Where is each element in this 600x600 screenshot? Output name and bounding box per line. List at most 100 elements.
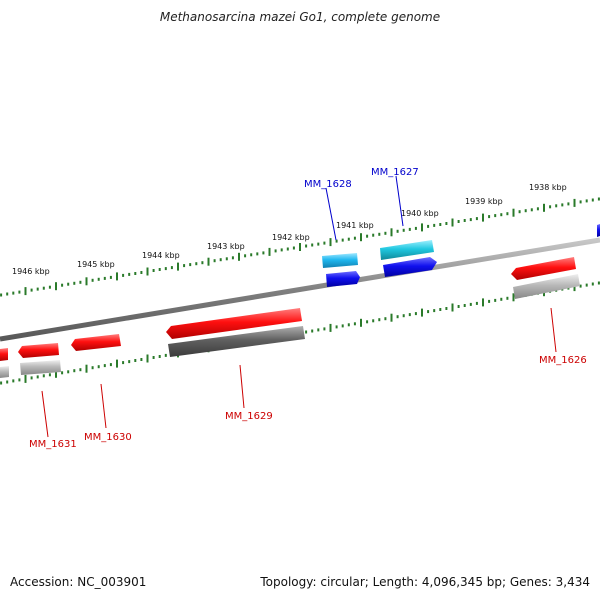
minor-tick — [555, 204, 558, 208]
feature-mm1628[interactable] — [322, 253, 360, 287]
feature-mm1629-gene[interactable] — [166, 308, 302, 339]
major-tick — [451, 303, 454, 312]
minor-tick — [341, 238, 344, 242]
gene-label-mm1627[interactable]: MM_1627 — [371, 167, 419, 178]
feature-edge-left-red[interactable] — [0, 348, 8, 361]
minor-tick — [347, 323, 350, 327]
gene-label-mm1628[interactable]: MM_1628 — [304, 179, 352, 190]
minor-tick — [280, 248, 283, 252]
minor-tick — [109, 363, 112, 367]
minor-tick — [122, 273, 125, 277]
minor-tick — [36, 287, 39, 291]
feature-mm1628-cds[interactable] — [322, 253, 358, 268]
feature-edge-left-gray[interactable] — [0, 366, 9, 378]
major-tick — [24, 374, 27, 383]
minor-tick — [396, 229, 399, 233]
minor-tick — [518, 210, 521, 214]
minor-tick — [469, 302, 472, 306]
feature-mm1631-cds[interactable] — [20, 360, 61, 375]
leader-line-mm1627 — [395, 175, 404, 227]
feature-mm1631-gene[interactable] — [18, 343, 59, 358]
major-tick — [329, 323, 332, 332]
minor-tick — [445, 307, 448, 310]
feature-mm1630[interactable] — [71, 334, 121, 351]
major-tick — [360, 318, 362, 327]
minor-tick — [219, 258, 222, 262]
major-tick — [116, 359, 118, 368]
scale-label: 1945 kbp — [77, 260, 115, 269]
minor-tick — [530, 208, 533, 212]
feature-mm1626-gene[interactable] — [511, 257, 576, 280]
minor-tick — [262, 251, 265, 255]
major-tick — [177, 262, 179, 271]
genome-title: Methanosarcina mazei Go1, complete genom… — [159, 10, 441, 24]
minor-tick — [6, 292, 9, 296]
minor-tick — [439, 308, 442, 311]
minor-tick — [183, 264, 186, 268]
minor-tick — [256, 252, 259, 256]
leader-line-mm1629 — [239, 364, 245, 409]
minor-tick — [134, 359, 137, 362]
leader-line-mm1628 — [325, 187, 337, 241]
gene-label-mm1631[interactable]: MM_1631 — [29, 439, 77, 450]
minor-tick — [457, 305, 460, 308]
minor-tick — [427, 224, 430, 228]
feature-edge-right[interactable] — [597, 224, 600, 237]
major-tick — [482, 298, 484, 307]
feature-mm1627-cds[interactable] — [380, 240, 434, 260]
gene-label-mm1629[interactable]: MM_1629 — [225, 411, 273, 422]
minor-tick — [414, 312, 417, 316]
minor-tick — [500, 213, 503, 217]
feature-mm1629-cds[interactable] — [168, 326, 305, 357]
minor-tick — [292, 246, 295, 250]
minor-tick — [567, 202, 570, 206]
gene-label-mm1626[interactable]: MM_1626 — [539, 355, 587, 366]
minor-tick — [463, 219, 466, 222]
minor-tick — [506, 212, 509, 216]
feature-mm1630-gene[interactable] — [71, 334, 121, 351]
major-tick — [390, 228, 393, 237]
major-tick — [421, 223, 423, 232]
minor-tick — [152, 269, 155, 272]
gene-label-mm1630[interactable]: MM_1630 — [84, 432, 132, 443]
minor-tick — [494, 298, 497, 302]
minor-tick — [366, 320, 369, 324]
minor-tick — [0, 293, 3, 297]
feature-mm1631[interactable] — [18, 343, 61, 375]
scale-label: 1941 kbp — [336, 221, 374, 230]
minor-tick — [414, 226, 417, 230]
minor-tick — [225, 257, 228, 261]
minor-tick — [506, 296, 509, 300]
minor-tick — [12, 291, 15, 295]
leader-line-mm1631 — [41, 390, 49, 438]
minor-tick — [305, 244, 308, 248]
minor-tick — [79, 280, 82, 284]
scale-label: 1938 kbp — [529, 183, 567, 192]
minor-tick — [347, 237, 350, 241]
feature-mm1628-gene[interactable] — [326, 271, 360, 287]
minor-tick — [445, 222, 448, 225]
minor-tick — [189, 263, 192, 267]
major-tick — [451, 218, 454, 227]
minor-tick — [597, 281, 600, 285]
major-tick — [299, 243, 301, 251]
minor-tick — [91, 366, 94, 370]
minor-tick — [317, 242, 320, 246]
minor-tick — [231, 256, 234, 260]
major-tick — [512, 293, 515, 302]
minor-tick — [164, 267, 167, 271]
minor-tick — [140, 358, 143, 361]
minor-tick — [488, 215, 491, 219]
minor-tick — [433, 223, 436, 227]
minor-tick — [500, 297, 503, 301]
minor-tick — [378, 232, 381, 236]
minor-tick — [170, 266, 173, 270]
minor-tick — [140, 271, 143, 274]
feature-mm1626[interactable] — [511, 257, 580, 299]
feature-mm1627-gene[interactable] — [383, 257, 437, 277]
feature-mm1629[interactable] — [166, 308, 305, 357]
feature-mm1626-cds[interactable] — [513, 274, 580, 299]
minor-tick — [384, 317, 387, 321]
feature-mm1627[interactable] — [380, 240, 437, 277]
minor-tick — [536, 207, 539, 211]
